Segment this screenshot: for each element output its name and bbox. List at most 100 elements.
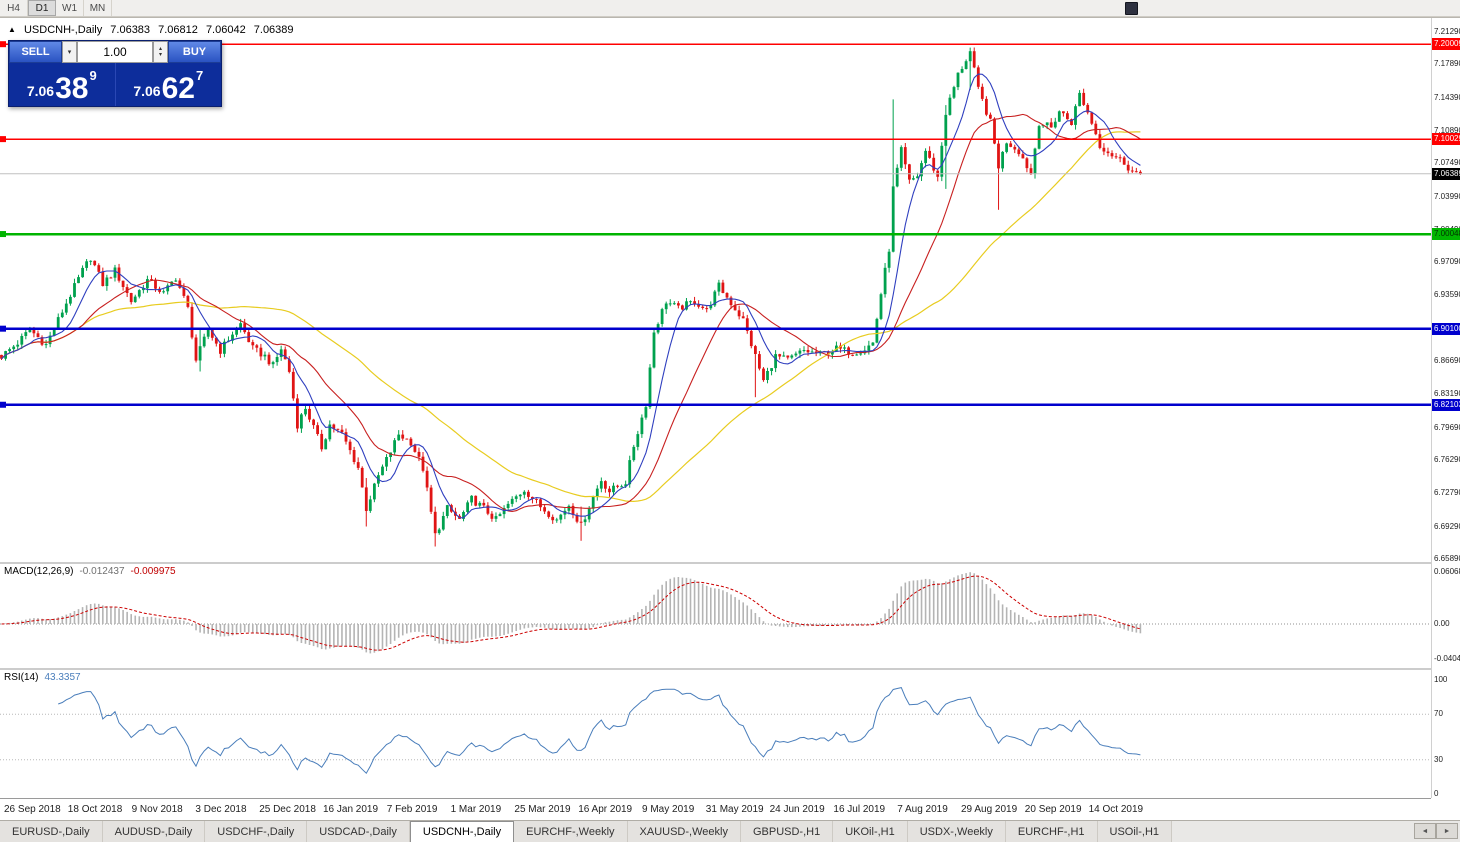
chart-tabs: EURUSD-,Daily AUDUSD-,Daily USDCHF-,Daily U…: [0, 820, 1460, 842]
price-axis-label: 7.07490: [1434, 158, 1460, 168]
chart-tab-usdcad-daily[interactable]: USDCAD-,Daily: [307, 821, 410, 842]
time-axis-label: 29 Aug 2019: [961, 804, 1018, 815]
time-axis-label: 3 Dec 2018: [195, 804, 247, 815]
current-price-box: 7.06389: [1432, 167, 1460, 180]
rsi-axis-label: 0: [1434, 789, 1439, 798]
price-axis-label: 6.83190: [1434, 389, 1460, 399]
time-axis-label: 7 Aug 2019: [897, 804, 948, 815]
buy-price-prefix: 7.06: [133, 83, 161, 99]
level-price-box: 7.20009: [1432, 38, 1460, 51]
chart-tab-usdcnh-daily[interactable]: USDCNH-,Daily: [409, 821, 515, 842]
macd-indicator-label: MACD(12,26,9) -0.012437 -0.009975: [4, 566, 176, 577]
tab-scroll-right-button[interactable]: ►: [1436, 823, 1458, 839]
chart-tab-xauusd-weekly[interactable]: XAUUSD-,Weekly: [627, 821, 741, 842]
timeframe-button-h4[interactable]: H4: [0, 0, 28, 16]
time-axis-label: 31 May 2019: [705, 804, 764, 815]
ohlc-high: 7.06812: [158, 24, 198, 36]
chart-tab-usdchf-daily[interactable]: USDCHF-,Daily: [205, 821, 308, 842]
direction-icon: ▲: [8, 25, 16, 34]
price-axis-label: 7.21290: [1434, 27, 1460, 36]
timeframe-button-w1[interactable]: W1: [56, 0, 84, 16]
volume-input[interactable]: [77, 41, 153, 63]
tab-scrollbar: ◄ ►: [1414, 823, 1458, 839]
time-axis-label: 7 Feb 2019: [386, 804, 438, 815]
macd-axis-label: 0.060687: [1434, 567, 1460, 576]
rsi-indicator-label: RSI(14) 43.3357: [4, 672, 81, 683]
time-axis-label: 16 Apr 2019: [578, 804, 633, 815]
sell-price-prefix: 7.06: [26, 83, 55, 99]
level-price-box: 7.00048: [1432, 228, 1460, 241]
price-axis-label: 7.14390: [1434, 92, 1460, 102]
time-axis-label: 25 Dec 2018: [259, 804, 316, 815]
timeframe-button-d1[interactable]: D1: [28, 0, 56, 16]
macd-axis-label: -0.040432: [1434, 653, 1460, 663]
price-axis-label: 6.79690: [1434, 422, 1460, 432]
time-axis-label: 16 Jul 2019: [833, 804, 886, 815]
ohlc-close: 7.06389: [253, 24, 294, 36]
symbol-label: USDCNH-,Daily: [23, 24, 103, 36]
price-axis: 7.21290 7.17890 7.14390 7.10890 7.07490 7.039…: [1431, 18, 1460, 798]
buy-price-sup: 7: [195, 68, 204, 83]
rsi-axis-label: 70: [1434, 709, 1443, 719]
chart-tab-audusd-daily[interactable]: AUDUSD-,Daily: [102, 821, 206, 842]
chart-tab-eurusd-daily[interactable]: EURUSD-,Daily: [0, 821, 103, 842]
sell-button[interactable]: SELL: [9, 41, 62, 63]
price-axis-label: 7.17890: [1434, 59, 1460, 69]
time-axis-label: 18 Oct 2018: [67, 804, 123, 815]
macd-signal-value: -0.009975: [130, 566, 176, 577]
time-axis-label: 24 Jun 2019: [769, 804, 825, 815]
spinner-down-icon: ▾: [158, 52, 162, 58]
time-axis-label: 9 May 2019: [642, 804, 695, 815]
price-axis-label: 6.97090: [1434, 257, 1460, 267]
time-axis-label: 26 Sep 2018: [4, 804, 61, 815]
price-axis-label: 6.93590: [1434, 290, 1460, 300]
price-axis-label: 6.69290: [1434, 521, 1460, 531]
price-axis-label: 6.86690: [1434, 356, 1460, 366]
chart-window: ▲ USDCNH-,Daily 7.06383 7.06812 7.06042 …: [0, 17, 1460, 821]
time-axis: 26 Sep 2018 18 Oct 2018 9 Nov 2018 3 Dec 20…: [0, 798, 1431, 821]
chart-tab-eurchf-h1[interactable]: EURCHF-,H1: [1005, 821, 1098, 842]
sell-price[interactable]: 7.06 38 9: [9, 63, 115, 106]
dock-window-icon[interactable]: [1125, 2, 1138, 15]
rsi-axis-label: 100: [1434, 675, 1448, 684]
sell-price-sup: 9: [89, 68, 97, 83]
timeframe-toolbar: H4 D1 W1 MN: [0, 0, 1460, 17]
time-axis-label: 16 Jan 2019: [323, 804, 379, 815]
macd-axis-label: 0.00: [1434, 619, 1450, 628]
chart-tab-ukoil-h1[interactable]: UKOil-,H1: [833, 821, 908, 842]
price-axis-label: 7.10890: [1434, 125, 1460, 135]
rsi-axis-label: 30: [1434, 754, 1443, 764]
price-axis-label: 6.76290: [1434, 455, 1460, 465]
time-axis-label: 1 Mar 2019: [450, 804, 502, 815]
time-axis-label: 14 Oct 2019: [1088, 804, 1144, 815]
chart-tab-gbpusd-h1[interactable]: GBPUSD-,H1: [740, 821, 834, 842]
buy-price-big: 62: [161, 71, 195, 105]
buy-button[interactable]: BUY: [168, 41, 221, 63]
sell-price-big: 38: [55, 71, 89, 105]
ohlc-open: 7.06383: [110, 24, 151, 36]
buy-price[interactable]: 7.06 62 7: [114, 63, 222, 106]
level-price-box: 6.82103: [1432, 398, 1460, 411]
time-axis-label: 25 Mar 2019: [514, 804, 571, 815]
ohlc-low: 7.06042: [205, 24, 246, 36]
rsi-value: 43.3357: [44, 672, 81, 683]
price-axis-label: 7.03990: [1434, 191, 1460, 201]
time-axis-label: 9 Nov 2018: [131, 804, 183, 815]
chart-tab-eurchf-weekly[interactable]: EURCHF-,Weekly: [514, 821, 628, 842]
macd-name: MACD(12,26,9): [4, 566, 74, 577]
level-price-box: 6.90100: [1432, 322, 1460, 335]
price-chart-canvas[interactable]: [0, 18, 1431, 798]
level-price-box: 7.10029: [1432, 133, 1460, 146]
chart-tab-usoil-h1[interactable]: USOil-,H1: [1097, 821, 1173, 842]
timeframe-button-mn[interactable]: MN: [84, 0, 112, 16]
chevron-down-icon: ▾: [67, 49, 72, 56]
price-axis-label: 6.72790: [1434, 488, 1460, 498]
tab-scroll-left-button[interactable]: ◄: [1414, 823, 1436, 839]
chart-tab-usdx-weekly[interactable]: USDX-,Weekly: [907, 821, 1006, 842]
macd-main-value: -0.012437: [79, 566, 125, 577]
chart-title: ▲ USDCNH-,Daily 7.06383 7.06812 7.06042 …: [8, 24, 299, 36]
volume-dropdown-button[interactable]: ▾: [62, 41, 77, 63]
volume-spinner[interactable]: ▴ ▾: [153, 41, 168, 63]
